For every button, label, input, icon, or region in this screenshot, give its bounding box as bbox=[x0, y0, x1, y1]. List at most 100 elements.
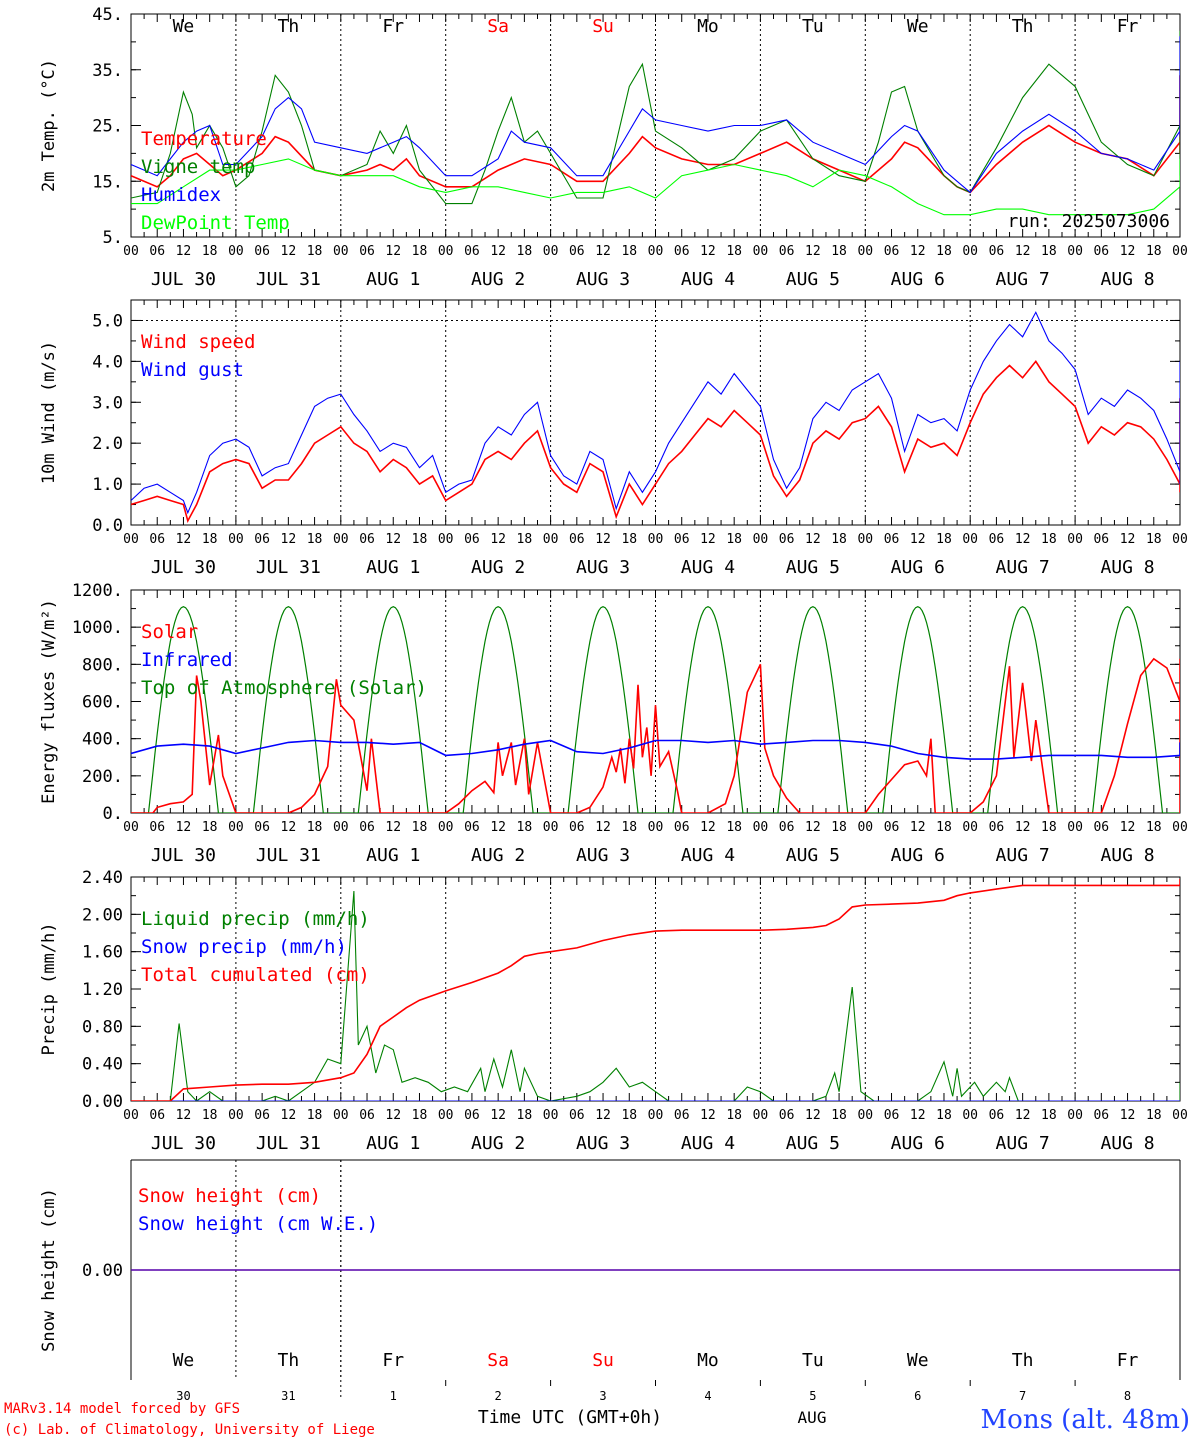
hour-tick-label: 06 bbox=[149, 244, 165, 259]
hour-tick-label: 06 bbox=[674, 244, 690, 259]
date-label: AUG 2 bbox=[471, 1133, 525, 1154]
hour-tick-label: 18 bbox=[1041, 820, 1057, 835]
series-line-total-cumulated-cm- bbox=[131, 878, 1180, 1101]
panel-5: We 30 Th 31 Fr 1 Sa 2 Su 3 Mo 4 Tu 5 We 6 Th 7 Fr 8 Snow hei… bbox=[39, 1159, 1181, 1403]
hour-tick-label: 12 bbox=[176, 244, 192, 259]
legend-entry: Solar bbox=[141, 621, 198, 643]
date-label: AUG 4 bbox=[681, 845, 735, 866]
weekday-label: We bbox=[907, 1350, 929, 1371]
hour-tick-label: 06 bbox=[989, 1108, 1005, 1123]
date-label: JUL 30 bbox=[151, 557, 216, 578]
hour-tick-label: 18 bbox=[307, 532, 323, 547]
hour-tick-label: 06 bbox=[254, 532, 270, 547]
series-line-vigne-temp bbox=[131, 30, 1180, 205]
panel-4: 00 06 12 18 00 06 12 18 00 06 12 18 00 06 12 18 00 06 12 18… bbox=[39, 868, 1188, 1154]
legend-entry: Snow precip (mm/h) bbox=[141, 936, 347, 958]
hour-tick-label: 00 bbox=[438, 244, 454, 259]
hour-tick-label: 00 bbox=[962, 244, 978, 259]
hour-tick-label: 06 bbox=[989, 532, 1005, 547]
y-tick-label: 5.0 bbox=[92, 311, 123, 331]
hour-tick-label: 06 bbox=[149, 1108, 165, 1123]
hour-tick-label: 00 bbox=[1172, 244, 1188, 259]
hour-tick-label: 06 bbox=[254, 820, 270, 835]
legend-entry: Temperature bbox=[141, 128, 267, 150]
hour-tick-label: 18 bbox=[726, 820, 742, 835]
hour-tick-label: 00 bbox=[648, 1108, 664, 1123]
date-label: AUG 5 bbox=[786, 269, 840, 290]
hour-tick-label: 18 bbox=[202, 532, 218, 547]
hour-tick-label: 00 bbox=[648, 532, 664, 547]
day-number: 3 bbox=[599, 1389, 606, 1403]
hour-tick-label: 12 bbox=[490, 1108, 506, 1123]
hour-tick-label: 06 bbox=[989, 820, 1005, 835]
hour-tick-label: 18 bbox=[1146, 244, 1162, 259]
day-number: 6 bbox=[914, 1389, 921, 1403]
hour-tick-label: 00 bbox=[857, 532, 873, 547]
weekday-label: Sa bbox=[487, 1350, 509, 1371]
date-label: AUG 1 bbox=[366, 1133, 420, 1154]
date-label: AUG 8 bbox=[1100, 557, 1154, 578]
hour-tick-label: 06 bbox=[674, 1108, 690, 1123]
hour-tick-label: 12 bbox=[1015, 820, 1031, 835]
hour-tick-label: 12 bbox=[490, 532, 506, 547]
weekday-label: Su bbox=[592, 16, 614, 37]
hour-tick-label: 06 bbox=[884, 1108, 900, 1123]
hour-tick-label: 00 bbox=[123, 1108, 139, 1123]
y-tick-label: 600. bbox=[82, 693, 123, 713]
hour-tick-label: 06 bbox=[464, 820, 480, 835]
hour-tick-label: 00 bbox=[753, 532, 769, 547]
series-line-solar bbox=[131, 657, 1180, 813]
y-axis-title: Energy fluxes (W/m²) bbox=[39, 599, 59, 804]
hour-tick-label: 18 bbox=[1146, 820, 1162, 835]
hour-tick-label: 06 bbox=[884, 820, 900, 835]
hour-tick-label: 06 bbox=[569, 1108, 585, 1123]
hour-tick-label: 00 bbox=[1172, 532, 1188, 547]
y-tick-label: 25. bbox=[92, 117, 123, 137]
day-number: 31 bbox=[281, 1389, 295, 1403]
hour-tick-label: 06 bbox=[359, 820, 375, 835]
hour-tick-label: 12 bbox=[805, 820, 821, 835]
y-tick-label: 3.0 bbox=[92, 393, 123, 413]
hour-tick-label: 00 bbox=[543, 532, 559, 547]
hour-tick-label: 12 bbox=[1015, 1108, 1031, 1123]
hour-tick-label: 12 bbox=[700, 244, 716, 259]
hour-tick-label: 00 bbox=[753, 244, 769, 259]
panel-2: 00 06 12 18 00 06 12 18 00 06 12 18 00 06 12 18 00 06 12 18… bbox=[39, 299, 1188, 578]
y-tick-label: 0.00 bbox=[82, 1092, 123, 1112]
hour-tick-label: 12 bbox=[595, 820, 611, 835]
hour-tick-label: 18 bbox=[412, 532, 428, 547]
hour-tick-label: 00 bbox=[962, 820, 978, 835]
hour-tick-label: 12 bbox=[281, 1108, 297, 1123]
hour-tick-label: 18 bbox=[202, 820, 218, 835]
hour-tick-label: 00 bbox=[543, 244, 559, 259]
weekday-label: Tu bbox=[802, 1350, 824, 1371]
hour-tick-label: 18 bbox=[1041, 1108, 1057, 1123]
hour-tick-label: 00 bbox=[228, 1108, 244, 1123]
hour-tick-label: 00 bbox=[1067, 1108, 1083, 1123]
hour-tick-label: 00 bbox=[123, 532, 139, 547]
hour-tick-label: 00 bbox=[123, 820, 139, 835]
date-label: AUG 5 bbox=[786, 557, 840, 578]
hour-tick-label: 18 bbox=[412, 820, 428, 835]
hour-tick-label: 12 bbox=[595, 1108, 611, 1123]
hour-tick-label: 06 bbox=[1093, 532, 1109, 547]
hour-tick-label: 00 bbox=[333, 532, 349, 547]
date-label: JUL 30 bbox=[151, 1133, 216, 1154]
hour-tick-label: 00 bbox=[857, 244, 873, 259]
date-label: AUG 2 bbox=[471, 845, 525, 866]
hour-tick-label: 00 bbox=[333, 244, 349, 259]
legend-entry: Total cumulated (cm) bbox=[141, 964, 370, 986]
hour-tick-label: 00 bbox=[228, 820, 244, 835]
day-number: 4 bbox=[704, 1389, 711, 1403]
hour-tick-label: 18 bbox=[1146, 1108, 1162, 1123]
y-tick-label: 5. bbox=[103, 228, 123, 248]
date-label: AUG 5 bbox=[786, 1133, 840, 1154]
date-label: AUG 8 bbox=[1100, 845, 1154, 866]
weekday-label: Fr bbox=[1117, 16, 1139, 37]
date-label: AUG 2 bbox=[471, 557, 525, 578]
hour-tick-label: 18 bbox=[936, 244, 952, 259]
legend-entry: Wind speed bbox=[141, 331, 255, 353]
hour-tick-label: 18 bbox=[831, 244, 847, 259]
y-tick-label: 1.20 bbox=[82, 980, 123, 1000]
